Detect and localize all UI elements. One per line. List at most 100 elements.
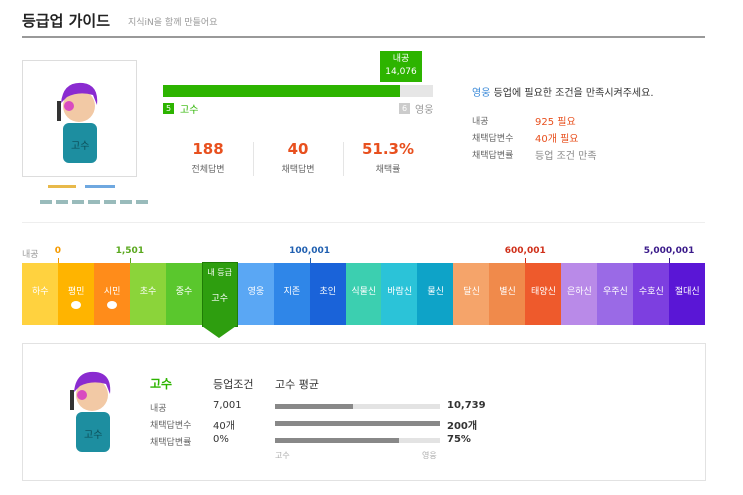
threshold: 5,000,001: [643, 246, 695, 256]
axis-label: 고수: [275, 451, 290, 460]
detail-condition: 7,001: [213, 400, 242, 411]
detail-average: 10,739: [447, 400, 486, 411]
divider: [22, 222, 705, 223]
grade-cell: 중수: [165, 263, 203, 325]
separator: [253, 142, 254, 176]
grade-name: 시민: [103, 287, 121, 297]
detail-track: [275, 438, 440, 443]
grade-name: 태양신: [531, 287, 556, 297]
grade-cell: 은하신: [561, 263, 598, 325]
character: 고수: [70, 371, 111, 452]
detail-average: 75%: [447, 434, 471, 445]
grade-name: 은하신: [567, 287, 592, 297]
grade-cell: 우주신: [597, 263, 634, 325]
detail-condition: 40개: [213, 421, 235, 432]
level-icon: 5: [163, 103, 174, 114]
axis-label: 영웅: [422, 451, 437, 460]
detail-track: [275, 404, 440, 409]
progress-track: [163, 85, 433, 97]
grade-cell: 수호신: [633, 263, 670, 325]
grade-cell: 평민: [57, 263, 95, 325]
grade-name: 고수: [211, 294, 228, 304]
stat-value: 188: [192, 140, 224, 158]
active-arrow: [201, 326, 236, 338]
grade-name: 우주신: [602, 287, 628, 297]
next-grade: 영웅: [415, 105, 434, 116]
threshold-tick: [669, 258, 671, 263]
threshold-tick: [57, 258, 59, 263]
grade-name: 바람신: [387, 287, 413, 297]
req-label: 채택답변수: [472, 134, 514, 144]
req-value: 925 필요: [535, 117, 576, 128]
average-header: 고수 평균: [275, 378, 319, 391]
detail-box: 고수: [22, 343, 706, 481]
grade-name: 하수: [31, 287, 49, 297]
title: 등급업 가이드: [22, 12, 111, 30]
req-label: 채택답변률: [472, 151, 514, 161]
requirement-message: 영웅 등업에 필요한 조건을 만족시켜주세요.: [472, 84, 654, 99]
grade-cell: 하수: [22, 263, 59, 325]
threshold-tick: [309, 258, 311, 263]
grade-name: 절대신: [674, 287, 700, 297]
detail-label: 채택답변률: [150, 438, 192, 448]
progress-fill: [163, 85, 400, 97]
progress-badge: 내공 14,076: [380, 51, 422, 82]
svg-text:고수: 고수: [84, 429, 102, 441]
detail-fill: [275, 421, 440, 426]
svg-text:고수: 고수: [71, 140, 89, 152]
threshold: 1,501: [115, 246, 145, 256]
req-label: 내공: [472, 117, 489, 127]
separator: [343, 142, 344, 176]
current-grade: 고수: [180, 105, 199, 116]
grade-name: 식물신: [351, 287, 377, 297]
stat-label: 전체답변: [191, 165, 225, 175]
profile-image: 고수: [22, 60, 137, 177]
grade-cell: 시민: [93, 263, 131, 325]
stat-label: 채택률: [375, 165, 401, 175]
detail-fill: [275, 438, 399, 443]
grade-cell: 초인: [309, 263, 347, 325]
badge-value: 14,076: [385, 67, 417, 77]
badge-label: 내공: [392, 54, 410, 64]
badge-icon: [40, 200, 150, 204]
req-value: 40개 필요: [535, 134, 579, 145]
grade-name: 평민: [67, 287, 85, 297]
stat-value: 40: [287, 140, 309, 158]
grade-icon: [106, 301, 117, 309]
grade-cell: 태양신: [525, 263, 562, 325]
threshold: 600,001: [504, 246, 546, 256]
threshold-tick: [525, 258, 527, 263]
character: 고수: [57, 82, 98, 163]
threshold: 0: [54, 246, 62, 256]
badge-icon: [48, 185, 76, 188]
grade-cell: 식물신: [345, 263, 382, 325]
level-icon: 6: [399, 103, 410, 114]
message: 등업에 필요한 조건을 만족시켜주세요.: [493, 88, 654, 99]
threshold: 100,001: [289, 246, 331, 256]
detail-label: 채택답변수: [150, 421, 192, 431]
target-grade: 영웅: [472, 88, 491, 99]
grade-icon: [70, 301, 81, 309]
grade-name: 중수: [175, 287, 193, 297]
grade-name: 수호신: [638, 287, 664, 297]
grade-name: 물신: [427, 287, 444, 297]
grade-name: 별신: [499, 287, 516, 297]
my-grade-label: 내 등급: [207, 268, 233, 277]
grade-cell: 달신: [453, 263, 490, 325]
grade-cell: 지존: [273, 263, 311, 325]
grade-name: 초인: [319, 287, 337, 297]
grade-cell: 절대신: [669, 263, 706, 325]
detail-average: 200개: [447, 421, 478, 432]
detail-fill: [275, 404, 353, 409]
grade-cell: 물신: [417, 263, 454, 325]
grade-name: 영웅: [247, 287, 265, 297]
grade-cell: 바람신: [381, 263, 418, 325]
scale-label: 내공: [22, 250, 39, 260]
condition-header: 등업조건: [213, 378, 254, 391]
stat-value: 51.3%: [361, 140, 415, 158]
grade-cell: 별신: [489, 263, 526, 325]
detail-track: [275, 421, 440, 426]
grade-name: 지존: [283, 287, 301, 297]
